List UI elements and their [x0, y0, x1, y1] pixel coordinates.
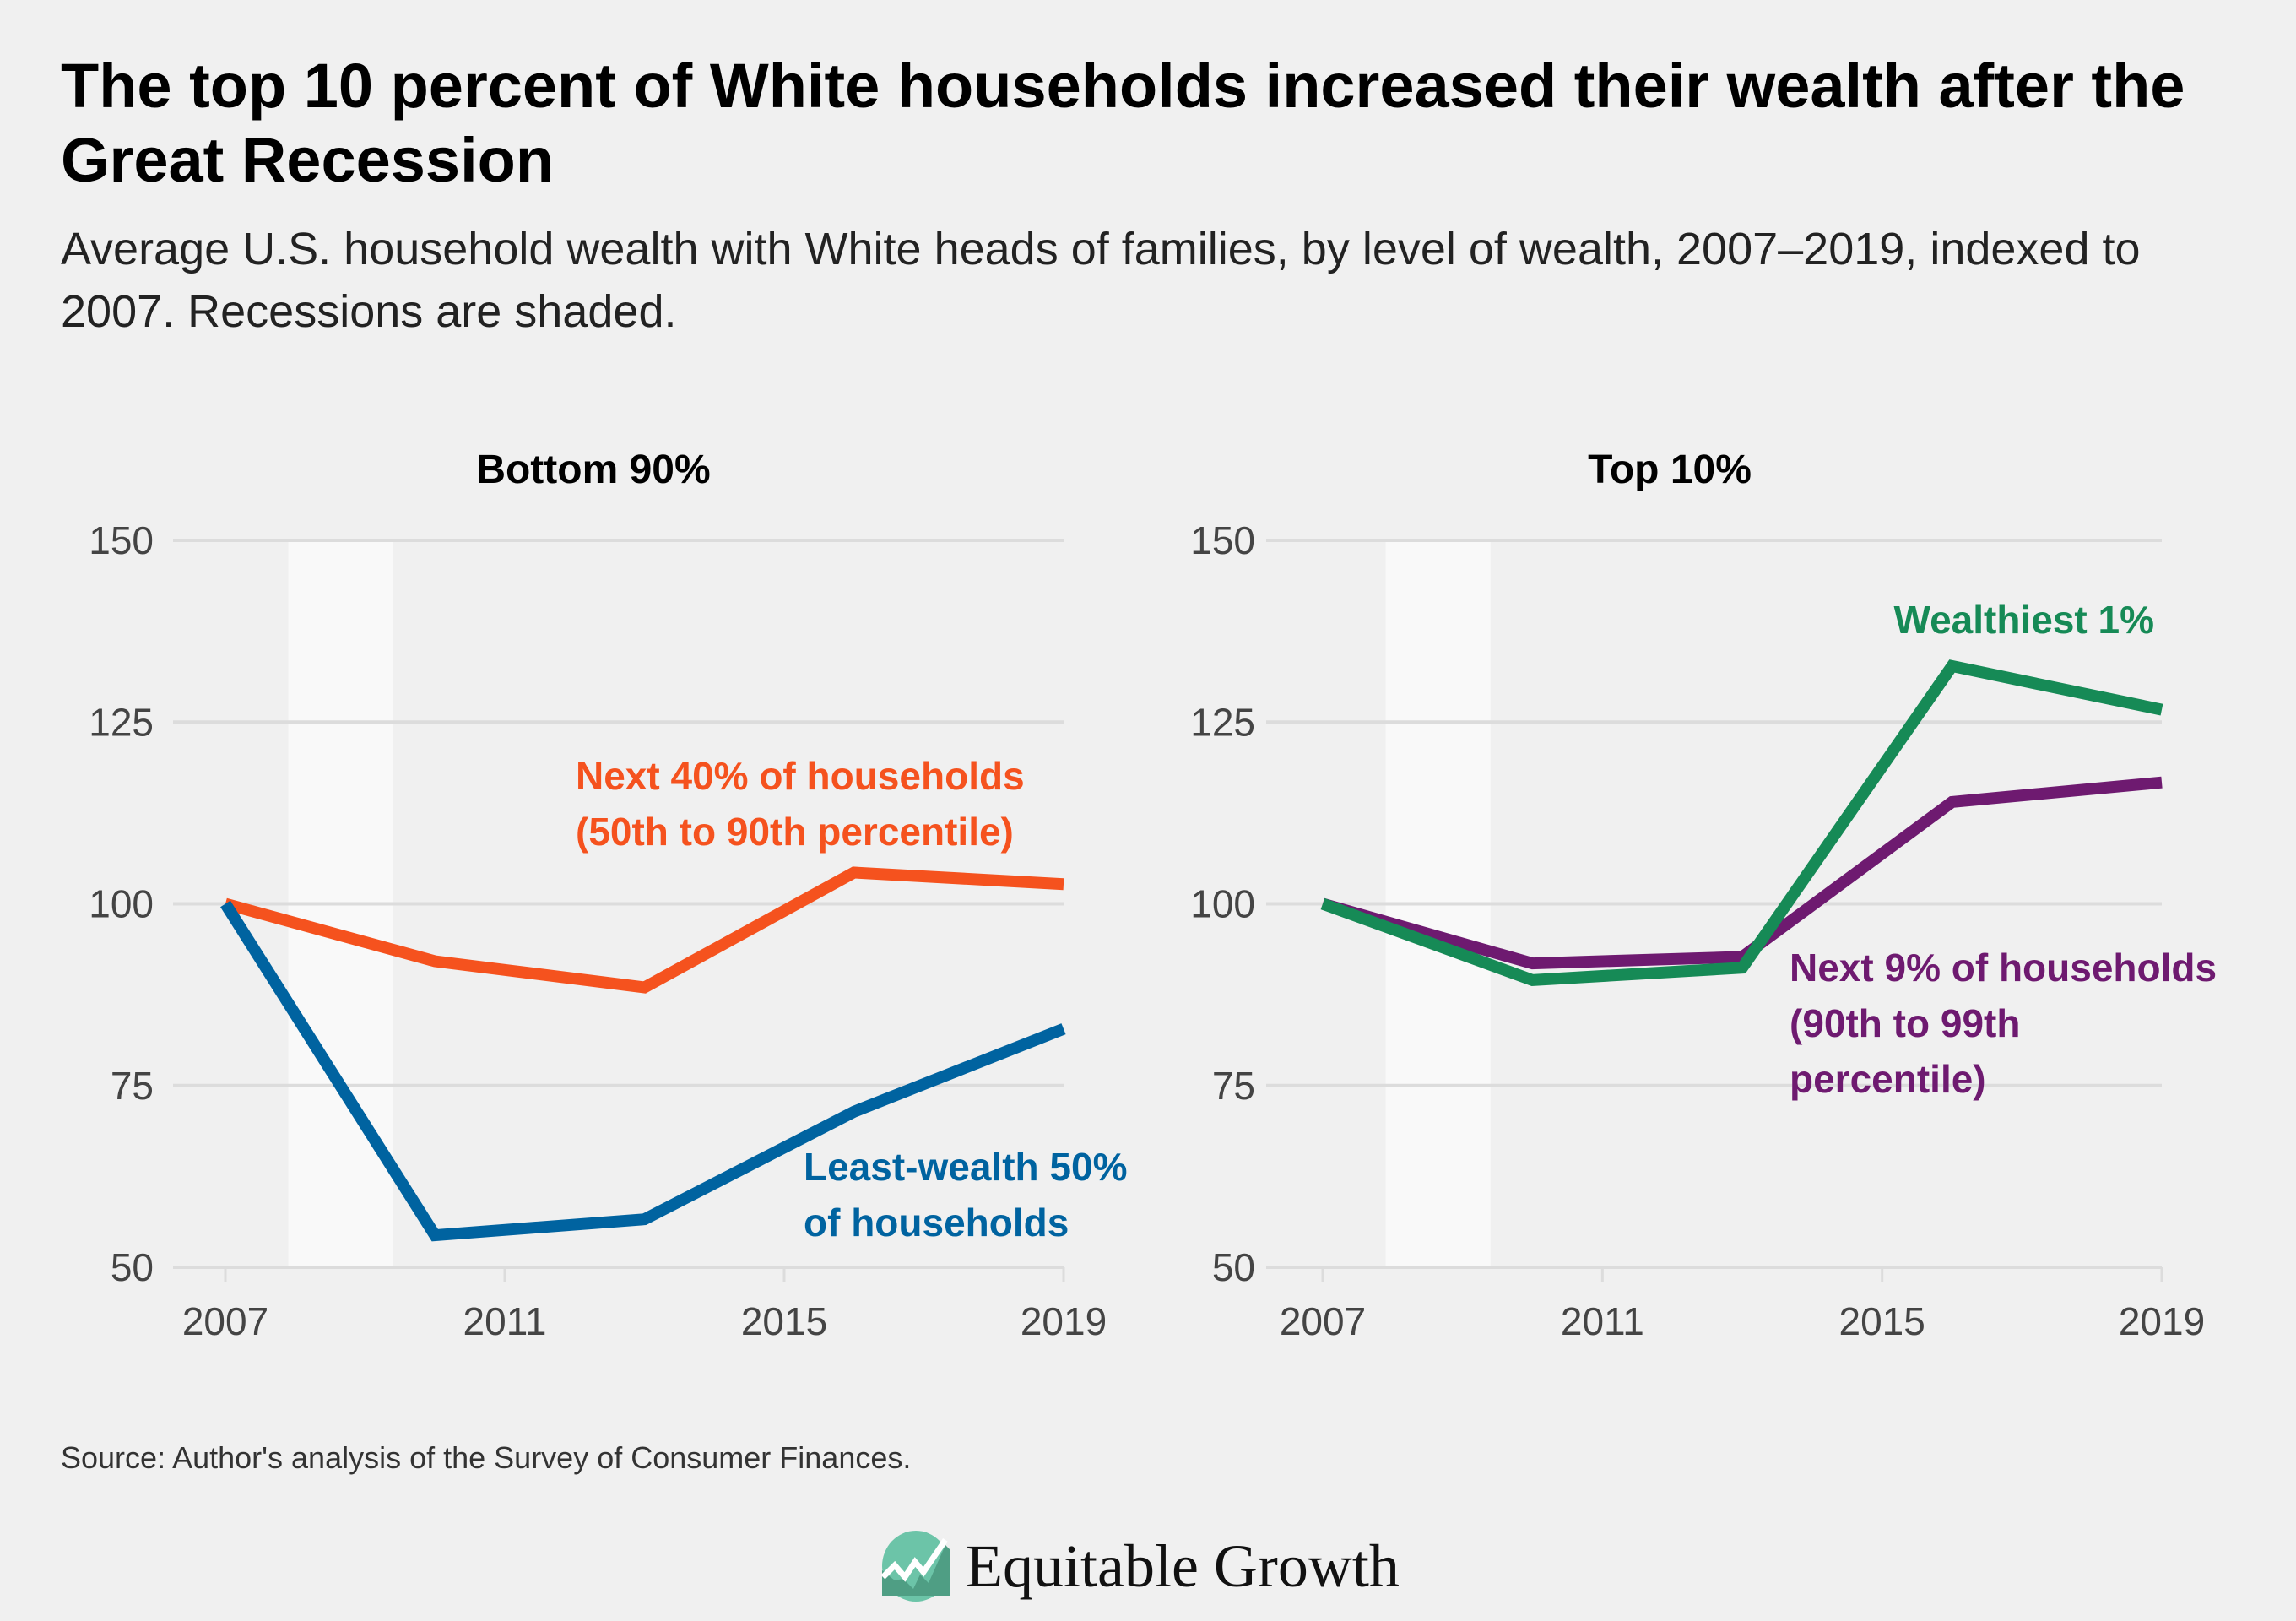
x-tick-label: 2007 — [182, 1299, 268, 1343]
y-tick-label: 150 — [1190, 518, 1255, 562]
x-tick-label: 2019 — [2119, 1299, 2205, 1343]
x-tick-label: 2015 — [741, 1299, 827, 1343]
y-tick-label: 125 — [89, 700, 154, 744]
y-tick-label: 125 — [1190, 700, 1255, 744]
panel-title: Top 10% — [1588, 447, 1752, 492]
equitable-growth-logo: Equitable Growth — [878, 1528, 1400, 1604]
series-label: Wealthiest 1% — [1894, 598, 2154, 642]
y-tick-label: 100 — [1190, 882, 1255, 926]
source-note: Source: Author's analysis of the Survey … — [61, 1440, 912, 1475]
series-label: (50th to 90th percentile) — [576, 810, 1014, 854]
panel-title: Bottom 90% — [476, 447, 710, 492]
series-label: Next 9% of households — [1790, 946, 2217, 989]
logo-text: Equitable Growth — [966, 1532, 1400, 1600]
series-label: of households — [804, 1201, 1069, 1244]
x-tick-label: 2011 — [1561, 1299, 1644, 1343]
y-tick-label: 100 — [89, 882, 154, 926]
series-label: (90th to 99th — [1790, 1001, 2020, 1045]
logo-icon — [880, 1531, 950, 1602]
y-tick-label: 50 — [1212, 1245, 1255, 1289]
x-tick-label: 2019 — [1021, 1299, 1107, 1343]
y-tick-label: 75 — [111, 1064, 154, 1108]
x-tick-label: 2007 — [1280, 1299, 1366, 1343]
y-tick-label: 150 — [89, 518, 154, 562]
chart-title: The top 10 percent of White households i… — [61, 51, 2185, 195]
series-label: Next 40% of households — [576, 754, 1025, 798]
y-tick-label: 75 — [1212, 1064, 1255, 1108]
x-tick-label: 2011 — [463, 1299, 547, 1343]
x-tick-label: 2015 — [1838, 1299, 1925, 1343]
y-tick-label: 50 — [111, 1245, 154, 1289]
series-label: Least-wealth 50% — [804, 1145, 1127, 1189]
chart-subtitle: Average U.S. household wealth with White… — [61, 224, 2141, 337]
series-label: percentile) — [1790, 1057, 1986, 1101]
